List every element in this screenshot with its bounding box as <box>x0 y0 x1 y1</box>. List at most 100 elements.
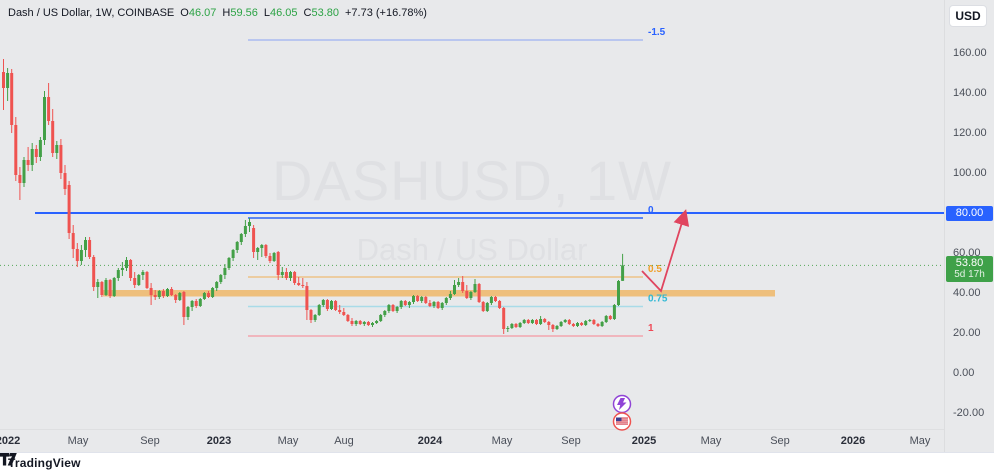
time-tick: 2025 <box>631 435 657 447</box>
candle-body <box>182 292 186 317</box>
candle-body <box>325 300 329 309</box>
price-tick: 60.00 <box>953 247 981 259</box>
crypto-event-icon[interactable] <box>612 394 632 414</box>
close-label: C <box>303 7 312 19</box>
candle-body <box>211 288 215 297</box>
candle-body <box>375 321 379 323</box>
candle-body <box>551 325 555 329</box>
candle-body <box>563 320 567 322</box>
candle-body <box>84 240 87 250</box>
time-tick: May <box>491 435 513 447</box>
candle-body <box>567 320 571 324</box>
projection-arrow[interactable] <box>641 209 690 293</box>
tradingview-logo-text: TradingView <box>8 456 81 470</box>
candle-body <box>457 282 461 285</box>
candle-body <box>428 303 432 306</box>
time-tick: Sep <box>140 435 160 447</box>
time-tick: 2022 <box>0 435 21 447</box>
candle-body <box>301 285 305 286</box>
fib-label-0: 0 <box>648 205 654 216</box>
candle-body <box>559 322 563 326</box>
tradingview-logo[interactable]: TradingView <box>0 453 81 470</box>
candle-body <box>346 315 350 321</box>
candle-body <box>170 289 174 295</box>
candle-body <box>321 300 325 305</box>
time-tick: May <box>277 435 299 447</box>
candle-body <box>22 160 26 183</box>
candle-body <box>612 305 616 319</box>
fib-label-0.5: 0.5 <box>648 264 662 275</box>
price-tick: 140.00 <box>953 87 987 99</box>
currency-toggle-button[interactable]: USD <box>949 5 987 27</box>
candle-body <box>120 268 124 270</box>
support-zone-band[interactable] <box>103 290 775 297</box>
bar-countdown: 5d 17h <box>954 269 985 281</box>
candle-body <box>166 289 169 296</box>
price-tick: 20.00 <box>953 327 981 339</box>
candle-body <box>510 324 514 328</box>
candle-body <box>6 73 10 88</box>
candle-body <box>276 252 280 275</box>
candle-body <box>145 272 149 288</box>
level-price-badge: 80.00 <box>946 205 993 221</box>
candle-body <box>280 272 284 275</box>
candle-body <box>264 245 268 256</box>
low-value: 46.05 <box>269 7 298 19</box>
candle-body <box>51 121 55 153</box>
candle-body <box>580 323 584 325</box>
candle-body <box>522 320 526 323</box>
candle-body <box>617 281 620 305</box>
time-tick: 2024 <box>417 435 443 447</box>
candle-body <box>256 248 260 252</box>
open-value: 46.07 <box>188 7 217 19</box>
time-tick: Aug <box>334 435 354 447</box>
candle-body <box>79 250 83 261</box>
price-tick: 0.00 <box>953 367 975 379</box>
candle-body <box>26 160 30 165</box>
candle-body <box>116 270 120 278</box>
price-tick: 120.00 <box>953 127 987 139</box>
candle-body <box>489 297 493 303</box>
candle-body <box>485 303 489 311</box>
candle-body <box>59 145 63 173</box>
economic-event-flag-icon[interactable] <box>612 412 632 431</box>
candle-body <box>227 258 231 268</box>
candle-body <box>293 272 297 283</box>
candle-body <box>465 291 469 298</box>
candle-body <box>535 320 538 324</box>
candle-body <box>588 320 592 321</box>
candle-body <box>453 285 456 294</box>
candle-body <box>10 73 14 125</box>
candle-body <box>584 321 588 325</box>
fib-label--1.5: -1.5 <box>648 27 666 38</box>
candle-body <box>416 296 420 301</box>
candle-body <box>604 316 608 322</box>
candle-body <box>198 299 202 306</box>
candle-body <box>379 315 383 321</box>
candle-body <box>448 294 452 298</box>
candle-body <box>317 305 321 315</box>
candle-body <box>358 321 362 324</box>
candle-body <box>469 292 473 298</box>
candle-body <box>518 323 522 327</box>
candle-body <box>14 125 18 175</box>
candle-body <box>239 234 243 242</box>
candle-body <box>43 97 46 140</box>
price-axis[interactable]: 160.00 140.00 120.00 100.00 80.00 60.00 40.00 2… <box>944 0 994 452</box>
price-tick: 40.00 <box>953 287 981 299</box>
time-axis[interactable]: 2022 May Sep 2023 May Aug 2024 May Sep 2025 May Sep… <box>0 429 944 452</box>
candle-body <box>104 280 108 295</box>
candle-body <box>526 320 530 323</box>
candle-body <box>313 315 317 320</box>
candle-body <box>260 245 264 248</box>
change-value: +7.73 (+16.78%) <box>345 7 427 19</box>
candle-body <box>268 256 272 261</box>
candle-body <box>55 145 59 153</box>
candle-body <box>30 149 34 165</box>
candle-body <box>88 240 92 257</box>
candle-body <box>461 282 465 291</box>
high-value: 59.56 <box>230 7 258 19</box>
candle-body <box>194 301 198 306</box>
candle-body <box>96 282 100 287</box>
